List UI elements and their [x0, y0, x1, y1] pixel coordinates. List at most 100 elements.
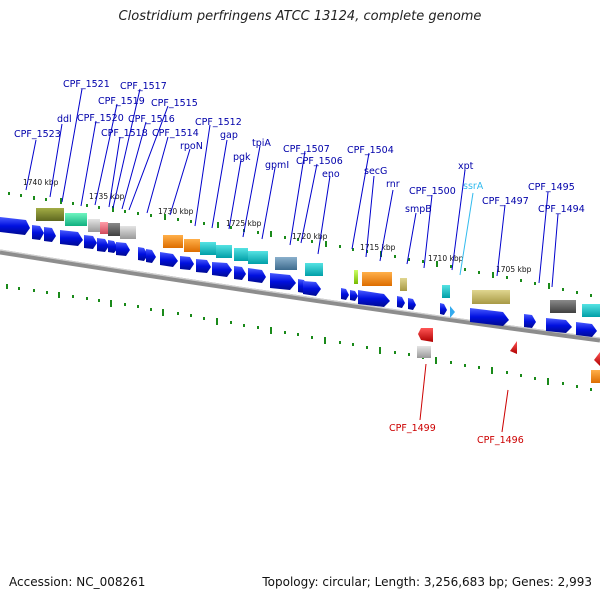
feature-block — [184, 239, 200, 252]
gene-label: CPF_1506 — [296, 156, 343, 167]
feature-block — [120, 226, 136, 239]
gene-label: tpiA — [252, 138, 271, 149]
cds-arrow — [408, 298, 416, 310]
feature-block — [362, 272, 392, 286]
gene-label: secG — [364, 166, 387, 177]
gene-labels-reverse: CPF_1499 CPF_1496 — [389, 423, 524, 446]
gene-label: CPF_1523 — [14, 129, 61, 140]
cog-feature-track — [36, 208, 600, 317]
gene-label: CPF_1494 — [538, 204, 585, 215]
kbp-labels: 1740 kbp 1735 kbp 1730 kbp 1725 kbp 1720… — [23, 178, 532, 274]
genome-summary-text: Topology: circular; Length: 3,256,683 bp… — [262, 575, 592, 589]
cds-arrow — [358, 290, 390, 307]
cds-arrow — [60, 230, 83, 246]
feature-block — [88, 219, 100, 232]
rna-feature — [450, 306, 455, 318]
feature-block — [248, 251, 268, 264]
kbp-label: 1715 kbp — [360, 243, 396, 252]
cds-arrow — [341, 288, 349, 300]
gene-label: xpt — [458, 161, 474, 172]
cds-arrow-reverse — [418, 328, 433, 342]
cds-arrow — [397, 296, 405, 308]
gene-label: CPF_1497 — [482, 196, 529, 207]
cds-arrow — [440, 303, 447, 315]
cds-arrow — [350, 290, 358, 301]
reverse-label-leaders — [419, 363, 509, 433]
gene-label: CPF_1512 — [195, 117, 242, 128]
cds-arrow — [84, 235, 97, 249]
cds-arrow — [138, 247, 148, 261]
gene-label: CPF_1517 — [120, 81, 167, 92]
map-title: Clostridium perfringens ATCC 13124, comp… — [118, 9, 482, 24]
gene-label: CPF_1500 — [409, 186, 456, 197]
cds-arrow — [234, 266, 246, 280]
feature-block — [200, 242, 216, 255]
cds-arrow — [97, 238, 109, 252]
cds-arrow — [116, 242, 130, 256]
feature-block — [400, 278, 407, 291]
cds-arrow-reverse — [510, 341, 517, 354]
gene-label: CPF_1504 — [347, 145, 394, 156]
feature-block — [108, 223, 120, 236]
gene-label-rna: ssrA — [463, 181, 484, 192]
feature-block — [417, 346, 431, 358]
feature-block — [234, 248, 248, 261]
gene-label: CPF_1495 — [528, 182, 575, 193]
gene-label: rnr — [386, 179, 400, 190]
feature-block — [216, 245, 232, 258]
kbp-label: 1730 kbp — [158, 207, 194, 216]
gene-label: CPF_1516 — [128, 114, 175, 125]
cds-arrow — [108, 240, 118, 253]
feature-block — [163, 235, 183, 248]
cds-arrow — [146, 249, 156, 263]
kbp-label: 1740 kbp — [23, 178, 59, 187]
gene-label: CPF_1518 — [101, 128, 148, 139]
feature-block — [354, 270, 358, 284]
gene-label: CPF_1520 — [77, 113, 124, 124]
feature-block — [472, 290, 510, 304]
cds-arrow — [546, 318, 572, 333]
cds-arrow — [160, 252, 178, 267]
gene-label: rpoN — [180, 141, 203, 152]
gene-label: eno — [322, 169, 340, 180]
cds-arrow — [180, 256, 194, 270]
forward-cds-track — [0, 217, 597, 337]
gene-label: ddl — [57, 114, 72, 125]
backbone-highlight — [0, 249, 600, 339]
gene-label: CPF_1519 — [98, 96, 145, 107]
cds-arrow — [44, 227, 56, 242]
feature-block — [582, 304, 600, 317]
cds-arrow — [576, 322, 597, 337]
cds-arrow — [470, 308, 509, 326]
cds-arrow — [524, 314, 536, 328]
gene-label: CPF_1496 — [477, 435, 524, 446]
feature-block — [591, 370, 600, 383]
kbp-label: 1705 kbp — [496, 265, 532, 274]
kbp-label: 1720 kbp — [292, 232, 328, 241]
feature-block — [275, 257, 297, 270]
cds-arrow — [196, 259, 211, 273]
gene-labels-forward: CPF_1523 ddl CPF_1521 CPF_1520 CPF_1519 … — [14, 79, 585, 215]
kbp-label: 1725 kbp — [226, 219, 262, 228]
feature-block — [36, 208, 64, 221]
gene-label: gpmI — [265, 160, 289, 171]
kbp-label: 1710 kbp — [428, 254, 464, 263]
gene-label: gap — [220, 130, 238, 141]
cds-arrow — [212, 262, 232, 277]
gene-label: pgk — [233, 152, 251, 163]
gene-label: CPF_1507 — [283, 144, 330, 155]
feature-block — [100, 222, 108, 234]
gene-label: CPF_1521 — [63, 79, 110, 90]
cds-arrow — [0, 217, 30, 235]
gene-label: CPF_1514 — [152, 128, 199, 139]
genome-backbone — [0, 249, 600, 343]
kbp-label: 1735 kbp — [89, 192, 125, 201]
accession-text: Accession: NC_008261 — [9, 575, 146, 589]
rna-leader — [459, 192, 474, 276]
label-leaders — [25, 88, 559, 288]
feature-block — [305, 263, 323, 276]
cds-arrow-reverse — [594, 352, 600, 366]
cds-arrow — [32, 225, 44, 240]
gene-label: CPF_1499 — [389, 423, 436, 434]
